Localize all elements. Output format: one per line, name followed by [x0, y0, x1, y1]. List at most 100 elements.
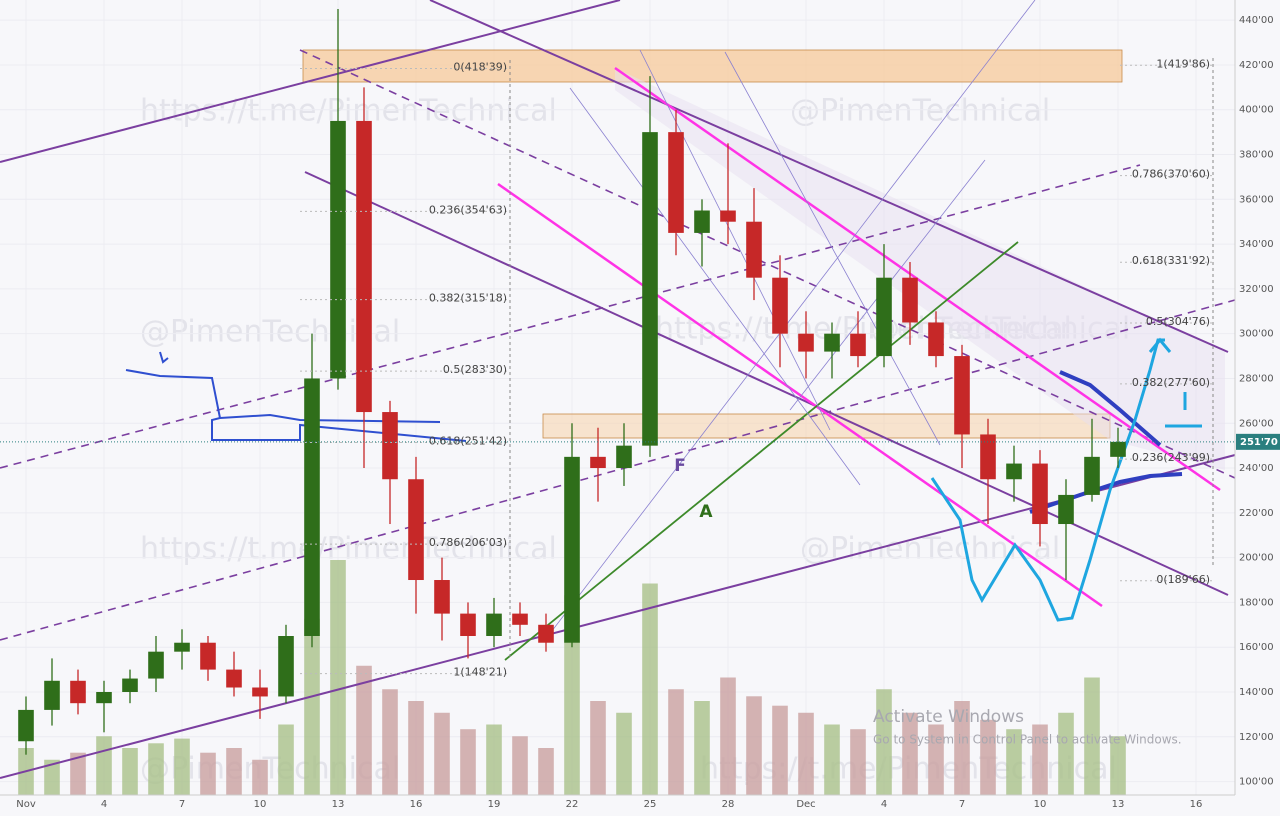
y-tick-label: 280'00: [1239, 373, 1274, 384]
trend-line: [0, 0, 621, 163]
volume-bar: [642, 583, 658, 795]
candle-body: [96, 691, 112, 704]
volume-bar: [590, 701, 606, 795]
volume-bar: [1058, 712, 1074, 795]
candle-body: [278, 636, 294, 697]
volume-bar: [1084, 677, 1100, 795]
fan-line: [639, 49, 831, 431]
fib-label: 0.786(370'60): [1132, 168, 1210, 181]
candle-body: [174, 642, 190, 652]
volume-bar: [902, 712, 918, 795]
candles: [18, 8, 1126, 755]
candle-body: [122, 678, 138, 692]
x-tick-label: 10: [254, 799, 267, 810]
volume-bar: [486, 724, 502, 795]
candle-body: [356, 120, 372, 413]
candle-body: [408, 479, 424, 581]
x-tick-label: Nov: [16, 799, 36, 810]
trend-line: [0, 454, 1236, 779]
candle-body: [980, 434, 996, 480]
y-tick-label: 200'00: [1239, 553, 1274, 564]
volume-bar: [1006, 729, 1022, 795]
volume-bar: [512, 736, 528, 795]
y-tick-label: 420'00: [1239, 60, 1274, 71]
candle-body: [668, 132, 684, 233]
watermark: @PimenTechnical: [790, 94, 1050, 129]
volume-bar: [668, 689, 684, 795]
y-tick-label: 220'00: [1239, 508, 1274, 519]
channel-fill: [615, 68, 1225, 470]
candle-body: [434, 580, 450, 614]
y-tick-label: 180'00: [1239, 597, 1274, 608]
y-tick-label: 320'00: [1239, 284, 1274, 295]
x-tick-label: 7: [179, 799, 185, 810]
volume-bar: [564, 595, 580, 795]
fib-label: 0.236(354'63): [429, 203, 507, 216]
y-tick-label: 100'00: [1239, 777, 1274, 788]
os-notice-title: Activate Windows: [873, 707, 1024, 727]
x-tick-label: 13: [332, 799, 345, 810]
candle-body: [616, 445, 632, 469]
hand-drawing: [930, 338, 1165, 622]
x-tick-label: 10: [1034, 799, 1047, 810]
volume-bar: [694, 701, 710, 795]
fib-label: 0.618(251'42): [429, 434, 507, 447]
watermark: https://t.me/PimenTechnical: [140, 94, 557, 129]
candle-body: [18, 709, 34, 742]
candle-body: [44, 680, 60, 710]
candle-body: [850, 333, 866, 357]
y-tick-label: 300'00: [1239, 329, 1274, 340]
fib-label: 0(189'66): [1156, 573, 1210, 586]
volume-bar: [928, 724, 944, 795]
candle-body: [928, 322, 944, 357]
volume-bar: [200, 752, 216, 795]
candle-body: [460, 613, 476, 636]
volume-bar: [44, 759, 60, 795]
volume-bar: [772, 705, 788, 795]
fib-label: 0.382(277'60): [1132, 376, 1210, 389]
y-tick-label: 140'00: [1239, 687, 1274, 698]
volume-bar: [148, 743, 164, 795]
x-tick-label: Dec: [796, 799, 815, 810]
volume-bar: [876, 689, 892, 795]
last-price-box: [1236, 433, 1280, 450]
x-tick-label: 4: [881, 799, 887, 810]
y-tick-label: 440'00: [1239, 15, 1274, 26]
x-tick-label: 16: [1190, 799, 1203, 810]
trend-line: [304, 171, 1229, 596]
price-axis: [1235, 0, 1280, 812]
x-tick-label: 28: [722, 799, 735, 810]
hand-drawing: [159, 351, 169, 364]
annotation: A: [699, 502, 713, 522]
candle-body: [1006, 463, 1022, 480]
x-tick-label: 4: [101, 799, 107, 810]
x-tick-label: 7: [959, 799, 965, 810]
candle-body: [512, 613, 528, 625]
support-line: [504, 241, 1019, 661]
channel-line: [497, 182, 1103, 608]
annotation: F: [674, 456, 686, 476]
candle-body: [1058, 494, 1074, 525]
y-tick-label: 120'00: [1239, 732, 1274, 743]
hand-drawing: [125, 369, 467, 442]
volume-bar: [226, 748, 242, 795]
y-tick-label: 380'00: [1239, 150, 1274, 161]
os-notice-text: Go to System in Control Panel to activat…: [873, 733, 1182, 747]
volume-bar: [356, 665, 372, 795]
candle-body: [486, 613, 502, 636]
fib-label: 0.382(315'18): [429, 292, 507, 305]
volume-bar: [96, 736, 112, 795]
watermark: https://t.me/PimenTechnical: [140, 532, 557, 567]
candle-body: [590, 456, 606, 469]
x-tick-label: 19: [488, 799, 501, 810]
fib-label: 0.5(304'76): [1146, 315, 1210, 328]
zone: [302, 49, 1123, 83]
candle-body: [1110, 441, 1126, 457]
hand-drawing: [219, 413, 441, 423]
y-tick-label: 400'00: [1239, 105, 1274, 116]
fan-line: [569, 87, 861, 486]
y-tick-label: 240'00: [1239, 463, 1274, 474]
candle-body: [148, 651, 164, 679]
volume-bar: [798, 712, 814, 795]
volume-bar: [434, 712, 450, 795]
